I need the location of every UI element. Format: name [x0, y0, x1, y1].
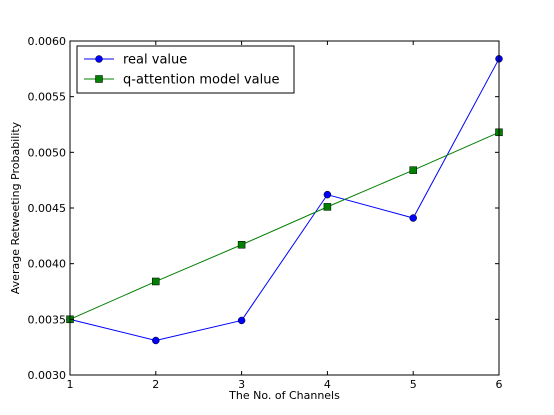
y-tick-label: 0.0055 [28, 91, 67, 104]
legend-marker-q-attention-model-value [95, 75, 103, 83]
series-line-q-attention-model-value [69, 131, 500, 320]
x-tick-label: 1 [67, 378, 74, 391]
y-tick-label: 0.0030 [28, 369, 67, 382]
x-tick-label: 2 [152, 378, 159, 391]
data-point-q-attention-model-value [323, 203, 332, 211]
data-point-q-attention-model-value [237, 240, 246, 249]
y-tick-label: 0.0060 [28, 35, 67, 48]
x-tick-label: 5 [410, 378, 417, 391]
data-point-real-value [323, 190, 332, 199]
legend-label-q-attention-model-value: q-attention model value [123, 73, 280, 88]
data-point-real-value [409, 214, 417, 222]
plot-background [70, 41, 499, 375]
legend: real value q-attention model value [76, 45, 295, 94]
data-point-q-attention-model-value [409, 166, 417, 174]
x-tick-label: 4 [324, 378, 331, 391]
x-axis-label: The No. of Channels [228, 389, 340, 402]
ticks-layer: 1 2 3 4 5 6 0.0030 0.0035 0.0040 0.0045 0.0050 0.00… [28, 35, 503, 391]
legend-marker-real-value [95, 55, 103, 63]
legend-box [76, 45, 295, 94]
y-axis-label: Average Retweeting Probability [9, 121, 22, 294]
data-point-real-value [237, 316, 246, 325]
x-tick-label: 6 [496, 378, 503, 391]
data-point-real-value [152, 336, 160, 345]
y-tick-label: 0.0035 [28, 313, 67, 326]
y-tick-label: 0.0050 [28, 146, 67, 159]
series-line-real-value [69, 58, 500, 342]
legend-label-real-value: real value [123, 53, 187, 68]
x-tick-label: 3 [238, 378, 245, 391]
y-tick-label: 0.0040 [28, 258, 67, 271]
data-point-q-attention-model-value [152, 277, 160, 286]
y-tick-label: 0.0045 [28, 202, 67, 215]
